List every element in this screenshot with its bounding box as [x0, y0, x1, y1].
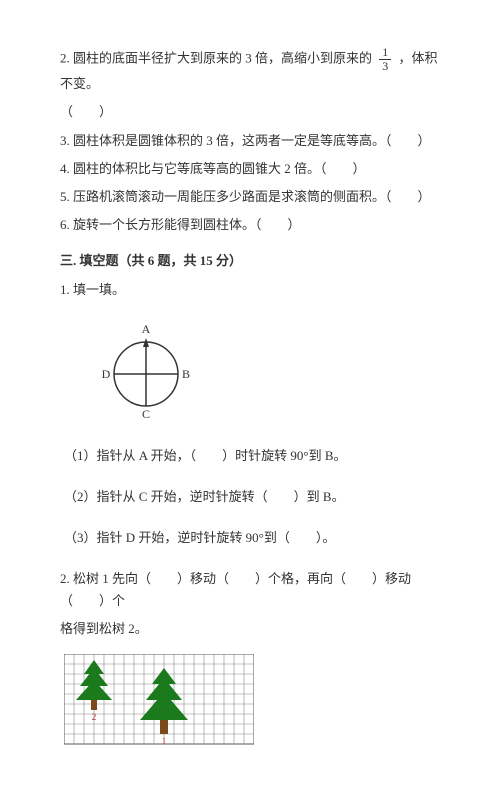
svg-text:1: 1: [162, 736, 167, 746]
q2-text-a: 2. 圆柱的底面半径扩大到原来的 3 倍，高缩小到原来的: [60, 51, 372, 66]
fill-2-line-b: 格得到松树 2。: [60, 618, 440, 640]
question-4: 4. 圆柱的体积比与它等底等高的圆锥大 2 倍。（ ）: [60, 158, 440, 180]
tree-grid-diagram: 2 1: [64, 654, 440, 753]
sub-question-2: （2）指针从 C 开始，逆时针旋转（ ）到 B。: [64, 486, 440, 505]
compass-label-c: C: [142, 407, 150, 419]
question-6: 6. 旋转一个长方形能得到圆柱体。（ ）: [60, 214, 440, 236]
sub-question-3: （3）指针 D 开始，逆时针旋转 90°到（ ）。: [64, 527, 440, 546]
page-root: 2. 圆柱的底面半径扩大到原来的 3 倍，高缩小到原来的 1 3 ，体积不变。 …: [0, 0, 500, 788]
q2-frac-den: 3: [379, 60, 391, 73]
compass-diagram: A B C D: [96, 319, 440, 423]
compass-label-d: D: [102, 367, 111, 381]
fill-2-line-a: 2. 松树 1 先向（ ）移动（ ）个格，再向（ ）移动（ ）个: [60, 568, 440, 612]
fill-1-title: 1. 填一填。: [60, 279, 440, 301]
section-3-title: 三. 填空题（共 6 题，共 15 分）: [60, 250, 440, 269]
tree-1: 2: [76, 660, 112, 722]
q2-frac-num: 1: [379, 46, 391, 60]
compass-label-b: B: [182, 367, 190, 381]
compass-label-a: A: [142, 322, 151, 336]
q2-paren: （ ）: [60, 101, 440, 123]
question-5: 5. 压路机滚筒滚动一周能压多少路面是求滚筒的侧面积。（ ）: [60, 186, 440, 208]
question-3: 3. 圆柱体积是圆锥体积的 3 倍，这两者一定是等底等高。（ ）: [60, 130, 440, 152]
question-2: 2. 圆柱的底面半径扩大到原来的 3 倍，高缩小到原来的 1 3 ，体积不变。: [60, 46, 440, 95]
q2-fraction: 1 3: [379, 46, 391, 73]
sub-question-1: （1）指针从 A 开始，（ ）时针旋转 90°到 B。: [64, 445, 440, 464]
svg-text:2: 2: [92, 712, 97, 722]
